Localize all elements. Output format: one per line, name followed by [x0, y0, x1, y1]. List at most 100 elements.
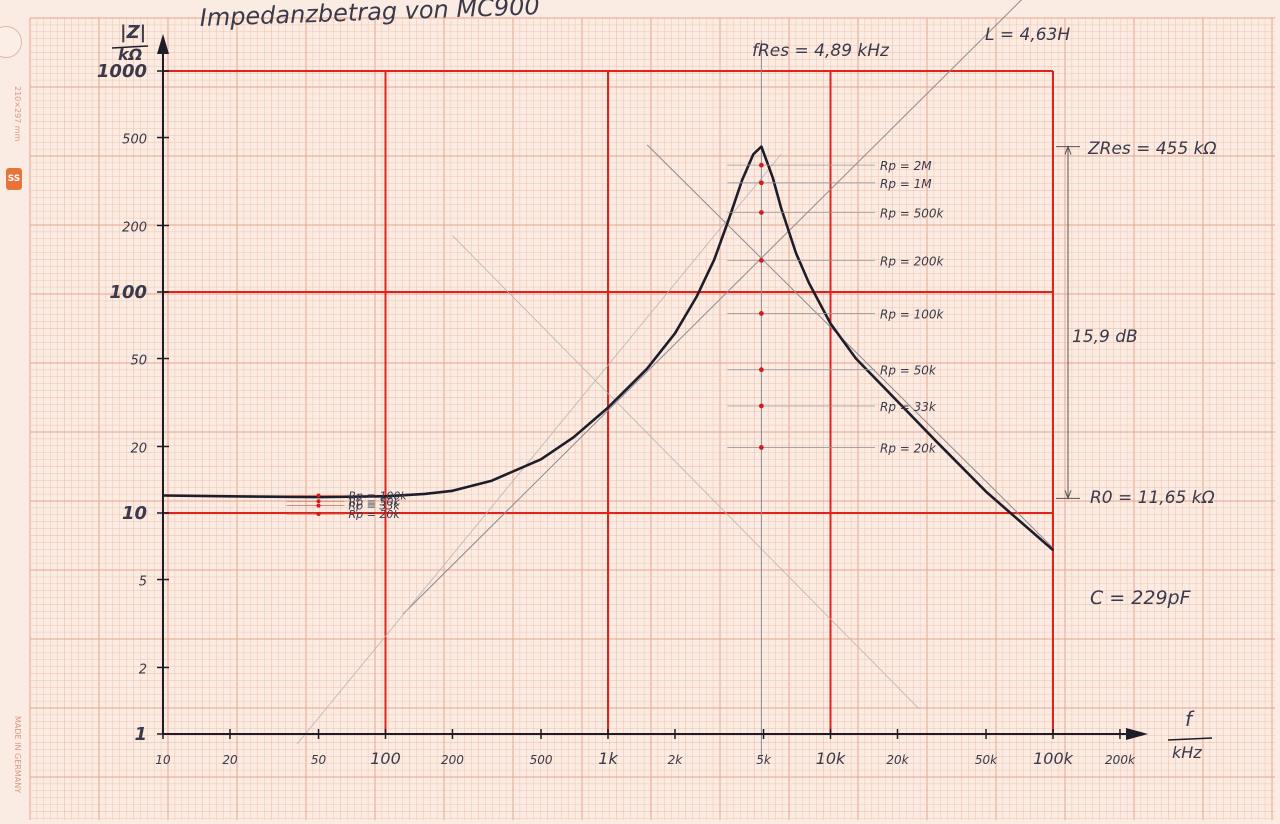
curve-point [896, 400, 899, 403]
curve-point [384, 495, 387, 498]
x-tick-label: 5k [756, 753, 772, 767]
rp-markers: Rp = 2M Rp = 1M Rp = 500k Rp = 200k Rp = 100… [286, 159, 945, 521]
rp-marker-label: Rp = 2M [880, 159, 932, 173]
rp-marker-dot [316, 503, 321, 508]
rp-marker-dot [758, 257, 764, 263]
rp-marker-label: Rp = 20k [349, 508, 401, 521]
curve-point [607, 406, 609, 409]
y-tick-label: 100 [109, 282, 147, 303]
curve-point [854, 357, 857, 360]
curve-point [229, 495, 231, 498]
curve-point [752, 153, 755, 156]
curve-point [808, 281, 810, 284]
resonance-frequency-label: fRes = 4,89 kHz [752, 41, 890, 61]
chart-title: Impedanzbetrag von MC900 [199, 0, 540, 32]
construction-line [452, 235, 920, 710]
x-tick-label: 200k [1105, 753, 1136, 767]
curve-point [451, 489, 454, 492]
y-tick-label: 50 [130, 354, 147, 369]
curve-point [780, 207, 783, 209]
x-tick-label: 500 [530, 753, 553, 767]
rp-marker-label: Rp = 1M [880, 177, 932, 191]
rp-marker-label: Rp = 20k [880, 441, 937, 455]
fine-grid [29, 17, 1275, 820]
capacitance-label: C = 229pF [1090, 587, 1192, 609]
curve-point [490, 479, 493, 482]
curve-point [829, 322, 832, 325]
x-tick-label: 20 [222, 753, 238, 767]
curve-point [713, 258, 716, 261]
y-tick-label: 500 [122, 133, 147, 148]
curve-point [728, 217, 730, 220]
rp-marker-dot [316, 499, 321, 504]
rp-marker-label: Rp = 50k [880, 364, 937, 378]
curve-point [741, 179, 743, 182]
asymptote-line [646, 144, 1054, 549]
db-arrow-down [1064, 490, 1072, 500]
y-tick-label: 200 [122, 220, 147, 235]
y-tick-label: 2 [139, 662, 147, 677]
x-axis-arrow [1126, 728, 1148, 740]
construction-line [296, 154, 782, 745]
rp-marker-dot [316, 511, 321, 516]
impedance-curve-layer [162, 145, 1054, 551]
x-label-fraction-bar [1167, 737, 1213, 741]
x-tick-label: 50k [975, 753, 998, 767]
rp-marker-label: Rp = 50k [349, 495, 401, 508]
y-axis-label-den: kΩ [118, 45, 142, 64]
inductance-label: L = 4,63H [985, 25, 1070, 45]
y-tick-label: 1000 [97, 61, 147, 82]
curve-point [771, 176, 774, 179]
annotations: Impedanzbetrag von MC900 |Z| kΩ f kHz fR… [118, 0, 1217, 762]
x-tick-label: 50 [311, 753, 327, 767]
db-arrow-up [1064, 145, 1072, 155]
x-tick-label: 2k [668, 753, 684, 767]
rp-marker-label: Rp = 500k [880, 206, 945, 220]
curve-point [1052, 549, 1054, 551]
curve-point [795, 252, 797, 254]
rp-marker-dot [316, 493, 321, 498]
asymptote-line [402, 0, 1023, 615]
curve-point [985, 490, 987, 493]
x-tick-label: 100 [370, 749, 401, 768]
x-axis-label-den: kHz [1172, 743, 1202, 762]
rp-marker-dot [758, 210, 764, 215]
axes [111, 34, 1213, 741]
rp-marker-dot [758, 162, 764, 168]
pencil-construction-lines [296, 0, 1080, 760]
x-tick-label: 100k [1033, 749, 1074, 768]
y-tick-label: 10 [122, 503, 147, 524]
rp-marker-label: Rp = 33k [880, 400, 937, 414]
y-tick-label: 1 [134, 724, 147, 745]
rp-marker-label: Rp = 100k [880, 307, 945, 321]
rp-marker-dot [758, 403, 764, 409]
curve-point [1017, 519, 1020, 521]
x-tick-label: 200 [441, 753, 464, 767]
y-axis-label-num: |Z| [120, 22, 146, 43]
y-label-fraction-bar [111, 45, 149, 49]
tick-labels: 10 20 50 100 200 500 1k 2k 5k 10k 20k 50k 100k 200k 1 2… [97, 61, 1136, 768]
x-tick-label: 10 [155, 753, 171, 767]
curve-point [695, 296, 698, 298]
rp-marker-label: Rp = 100k [349, 490, 408, 503]
x-tick-label: 1k [598, 749, 618, 768]
rp-marker-dot [758, 367, 764, 373]
curve-point [646, 367, 649, 370]
rp-marker-dot [758, 445, 764, 450]
y-axis-arrow [157, 34, 169, 54]
curve-point [572, 436, 575, 439]
curve-point [162, 494, 164, 497]
x-tick-label: 10k [816, 749, 846, 768]
curve-point [674, 332, 676, 335]
curve-point [540, 458, 542, 461]
gain-db-label: 15,9 dB [1072, 327, 1138, 347]
rp-marker-label: Rp = 200k [880, 254, 945, 268]
resonance-impedance-label: ZRes = 455 kΩ [1087, 139, 1217, 159]
curve-point [760, 145, 763, 148]
rp-marker-dot [758, 180, 764, 186]
x-axis-label-num: f [1185, 707, 1195, 731]
curve-point [935, 440, 938, 443]
rp-marker-dot [758, 311, 764, 316]
